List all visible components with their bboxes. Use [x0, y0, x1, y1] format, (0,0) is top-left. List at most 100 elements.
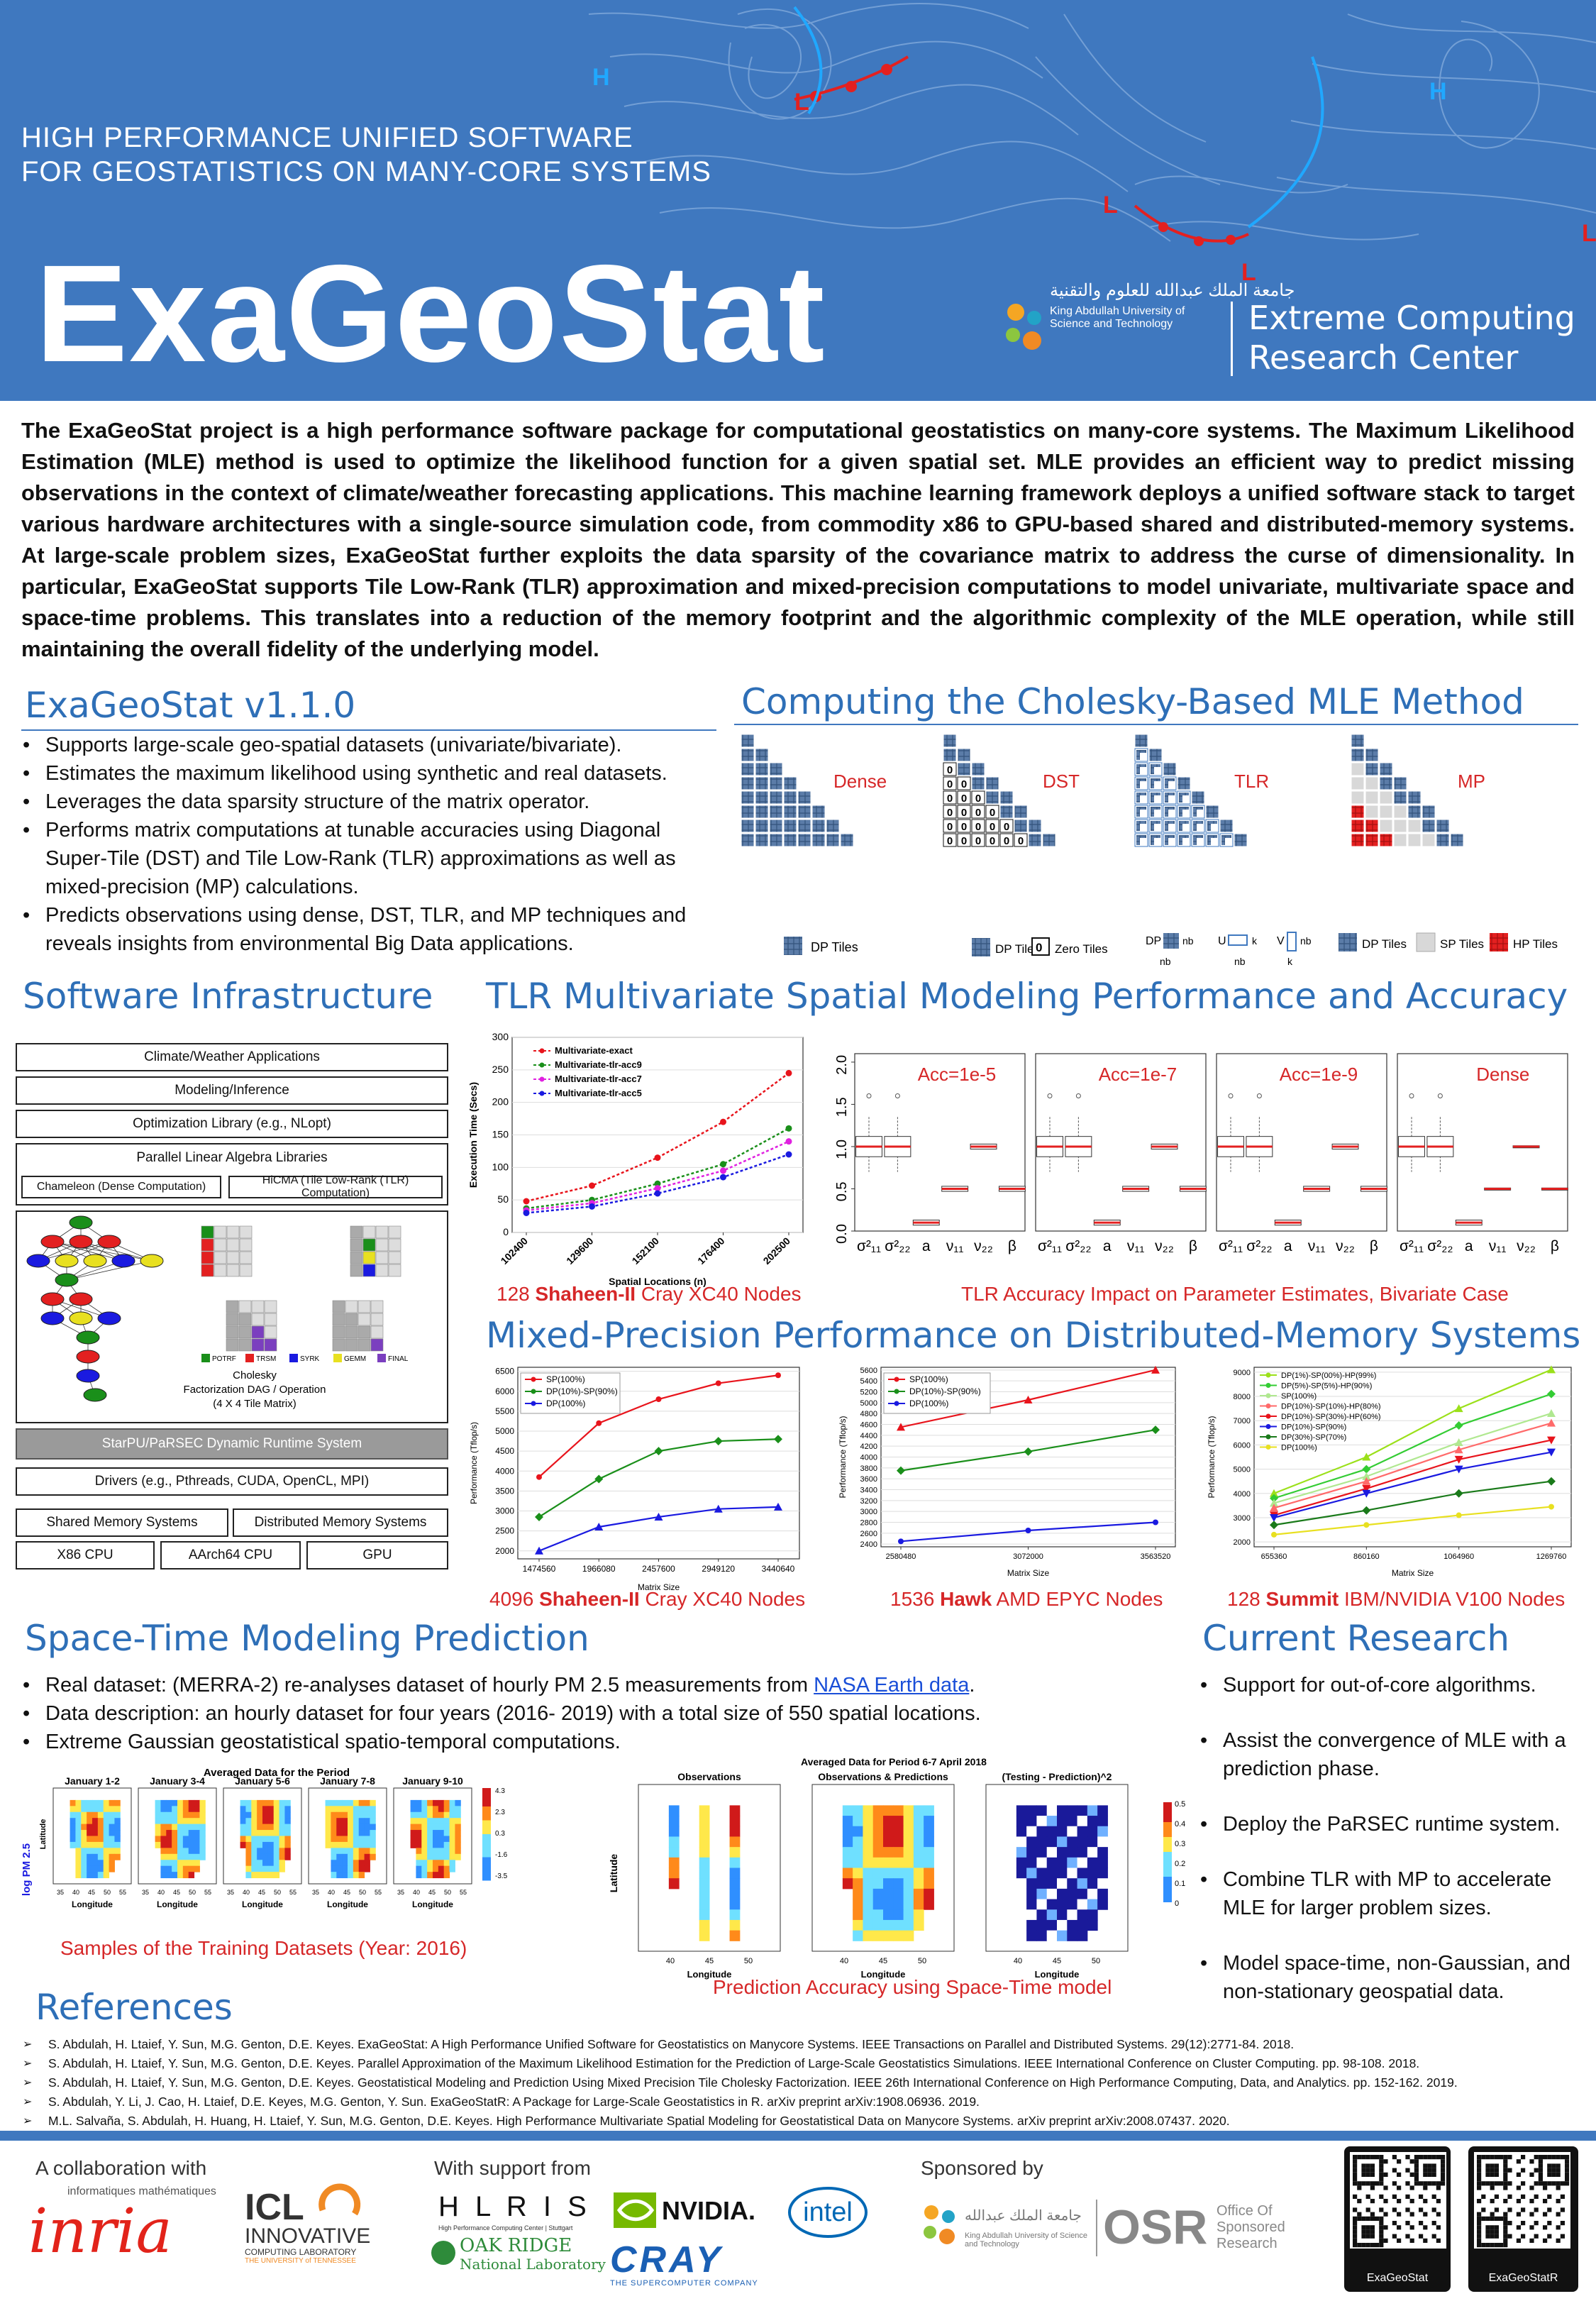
tlr-v-bar — [1151, 807, 1160, 810]
matrix-tile — [1450, 833, 1464, 847]
map-cell — [924, 1826, 934, 1837]
qr-module — [1565, 2172, 1570, 2177]
map-cell — [188, 1811, 195, 1819]
kernel-label: POTRF — [212, 1355, 236, 1363]
map-cell — [913, 1888, 924, 1900]
spacetime-bullet: Data description: an hourly dataset for … — [21, 1699, 1192, 1728]
qr-card-exageostat[interactable]: ExaGeoStat — [1344, 2146, 1451, 2292]
map-cell — [172, 1865, 178, 1872]
nasa-earth-data-link[interactable]: NASA Earth data — [814, 1674, 970, 1697]
map-cell — [109, 1860, 115, 1867]
support-label: With support from — [434, 2157, 591, 2179]
caption-suffix: Cray XC40 Nodes — [639, 1588, 806, 1610]
qr-module — [1529, 2172, 1534, 2177]
map-cell — [1036, 1909, 1048, 1921]
map-cell — [842, 1857, 853, 1868]
map-cell — [1097, 1826, 1108, 1837]
map-cell — [416, 1841, 422, 1848]
map-cell — [87, 1806, 93, 1813]
qr-module — [1543, 2199, 1548, 2204]
qr-module — [1409, 2199, 1414, 2204]
map-cell — [267, 1836, 275, 1843]
dag-matrix-tile — [370, 1313, 384, 1326]
y-tick-label: 3000 — [495, 1506, 514, 1516]
qr-module — [1547, 2234, 1552, 2239]
map-cell — [251, 1848, 257, 1855]
qr-module — [1405, 2155, 1410, 2160]
map-cell — [872, 1847, 884, 1858]
qr-module — [1379, 2207, 1384, 2212]
map-cell — [364, 1841, 370, 1848]
legend-marker — [531, 1389, 536, 1394]
map-cell — [257, 1806, 263, 1813]
dag-matrix-tile — [226, 1238, 240, 1252]
map-cell — [1067, 1888, 1078, 1900]
map-cell — [92, 1853, 99, 1860]
data-point — [1454, 1421, 1463, 1430]
dag-matrix-tile — [362, 1238, 376, 1252]
qr-module — [1538, 2163, 1543, 2168]
y-tick-label: 4400 — [860, 1432, 877, 1440]
map-cell — [427, 1848, 433, 1855]
matrix-tile — [1365, 748, 1379, 762]
map-cell — [331, 1799, 337, 1806]
map-cell — [455, 1848, 461, 1855]
qr-module — [1503, 2212, 1508, 2217]
map-cell — [1077, 1919, 1088, 1931]
qr-module — [1423, 2238, 1428, 2243]
map-cell — [177, 1836, 184, 1843]
map-cell — [1057, 1826, 1068, 1837]
x-tick-label: ν₂₂ — [1336, 1238, 1355, 1254]
series-line — [1273, 1369, 1552, 1494]
map-cell — [455, 1811, 461, 1819]
map-cell — [75, 1836, 82, 1843]
map-cell — [1036, 1919, 1048, 1931]
map-cell — [194, 1848, 200, 1855]
tlr-u-bar — [1165, 835, 1168, 845]
map-cell — [853, 1930, 863, 1941]
matrix-tile — [971, 805, 985, 819]
qr-module — [1477, 2216, 1482, 2221]
map-cell — [267, 1830, 275, 1836]
map-cell — [872, 1909, 884, 1921]
qr-module — [1556, 2181, 1561, 2186]
legend-marker — [1265, 1403, 1271, 1408]
tlr-u-bar — [1207, 821, 1211, 831]
map-cell — [87, 1848, 93, 1855]
map-cell — [421, 1811, 428, 1819]
qr-module — [1490, 2212, 1495, 2217]
map-cell — [427, 1841, 433, 1848]
x-tick-label: 1064960 — [1443, 1552, 1474, 1561]
map-cell — [421, 1872, 428, 1879]
caption-suffix: IBM/NVIDIA V100 Nodes — [1339, 1588, 1565, 1610]
map-cell — [729, 1899, 741, 1910]
map-cell — [87, 1865, 93, 1872]
map-cell — [416, 1806, 422, 1813]
map-cell — [331, 1872, 337, 1879]
dag-node — [111, 1254, 135, 1268]
map-cell — [331, 1818, 337, 1825]
qr-card-exageostatr[interactable]: ExaGeoStatR — [1468, 2146, 1578, 2292]
header-subtitle: HIGH PERFORMANCE UNIFIED SOFTWARE FOR GE… — [21, 121, 711, 189]
map-cell — [245, 1830, 252, 1836]
map-cell — [109, 1830, 115, 1836]
colorbar-cell — [1163, 1812, 1172, 1818]
map-cell — [245, 1818, 252, 1825]
map-cell — [166, 1811, 172, 1819]
qr-module — [1379, 2159, 1384, 2164]
legend-tlr-dp: DP — [1146, 935, 1161, 947]
mp-caption-2: 1536 Hawk AMD EPYC Nodes — [890, 1588, 1163, 1611]
qr-module — [1427, 2163, 1432, 2168]
data-point — [1362, 1452, 1371, 1461]
map-cell — [257, 1860, 263, 1867]
matrix-tile — [971, 833, 985, 847]
qr-module — [1392, 2221, 1397, 2226]
legend-zero-text: Zero Tiles — [1055, 942, 1108, 956]
qr-module — [1397, 2199, 1402, 2204]
map-cell — [364, 1806, 370, 1813]
map-cell — [353, 1811, 360, 1819]
qr-module — [1503, 2225, 1508, 2230]
lon-tick: 40 — [157, 1889, 165, 1896]
map-cell — [1046, 1878, 1058, 1890]
